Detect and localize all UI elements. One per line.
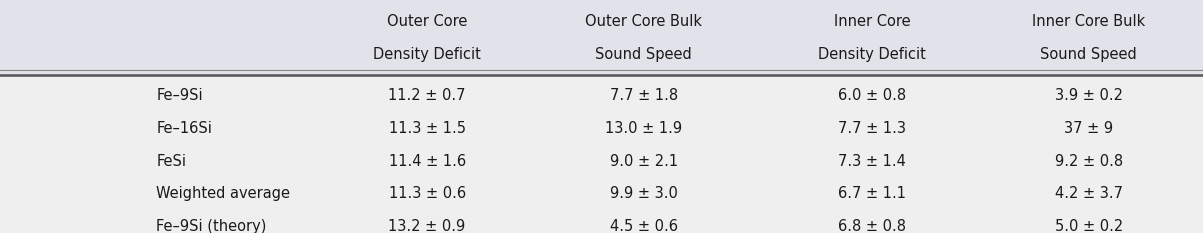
Text: 9.9 ± 3.0: 9.9 ± 3.0 — [610, 186, 677, 201]
Text: 11.3 ± 0.6: 11.3 ± 0.6 — [389, 186, 466, 201]
FancyBboxPatch shape — [0, 75, 1203, 221]
Text: 6.8 ± 0.8: 6.8 ± 0.8 — [838, 219, 906, 233]
Text: 13.0 ± 1.9: 13.0 ± 1.9 — [605, 121, 682, 136]
Text: FeSi: FeSi — [156, 154, 186, 168]
Text: Sound Speed: Sound Speed — [1041, 47, 1137, 62]
Text: 6.7 ± 1.1: 6.7 ± 1.1 — [838, 186, 906, 201]
Text: Inner Core Bulk: Inner Core Bulk — [1032, 14, 1145, 29]
Text: Fe–9Si: Fe–9Si — [156, 88, 203, 103]
Text: 3.9 ± 0.2: 3.9 ± 0.2 — [1055, 88, 1122, 103]
Text: 37 ± 9: 37 ± 9 — [1065, 121, 1113, 136]
Text: 6.0 ± 0.8: 6.0 ± 0.8 — [838, 88, 906, 103]
Text: 4.2 ± 3.7: 4.2 ± 3.7 — [1055, 186, 1122, 201]
Text: 11.4 ± 1.6: 11.4 ± 1.6 — [389, 154, 466, 168]
FancyBboxPatch shape — [0, 0, 1203, 75]
Text: Inner Core: Inner Core — [834, 14, 911, 29]
Text: 9.0 ± 2.1: 9.0 ± 2.1 — [610, 154, 677, 168]
Text: Density Deficit: Density Deficit — [373, 47, 481, 62]
Text: Weighted average: Weighted average — [156, 186, 290, 201]
Text: 9.2 ± 0.8: 9.2 ± 0.8 — [1055, 154, 1122, 168]
Text: 7.7 ± 1.3: 7.7 ± 1.3 — [838, 121, 906, 136]
Text: Density Deficit: Density Deficit — [818, 47, 926, 62]
Text: Fe–9Si (theory): Fe–9Si (theory) — [156, 219, 267, 233]
Text: 7.7 ± 1.8: 7.7 ± 1.8 — [610, 88, 677, 103]
Text: Sound Speed: Sound Speed — [595, 47, 692, 62]
Text: Fe–16Si: Fe–16Si — [156, 121, 212, 136]
Text: 11.2 ± 0.7: 11.2 ± 0.7 — [389, 88, 466, 103]
Text: 11.3 ± 1.5: 11.3 ± 1.5 — [389, 121, 466, 136]
Text: 4.5 ± 0.6: 4.5 ± 0.6 — [610, 219, 677, 233]
Text: 13.2 ± 0.9: 13.2 ± 0.9 — [389, 219, 466, 233]
Text: 5.0 ± 0.2: 5.0 ± 0.2 — [1055, 219, 1122, 233]
Text: Outer Core: Outer Core — [387, 14, 467, 29]
Text: 7.3 ± 1.4: 7.3 ± 1.4 — [838, 154, 906, 168]
Text: Outer Core Bulk: Outer Core Bulk — [585, 14, 703, 29]
